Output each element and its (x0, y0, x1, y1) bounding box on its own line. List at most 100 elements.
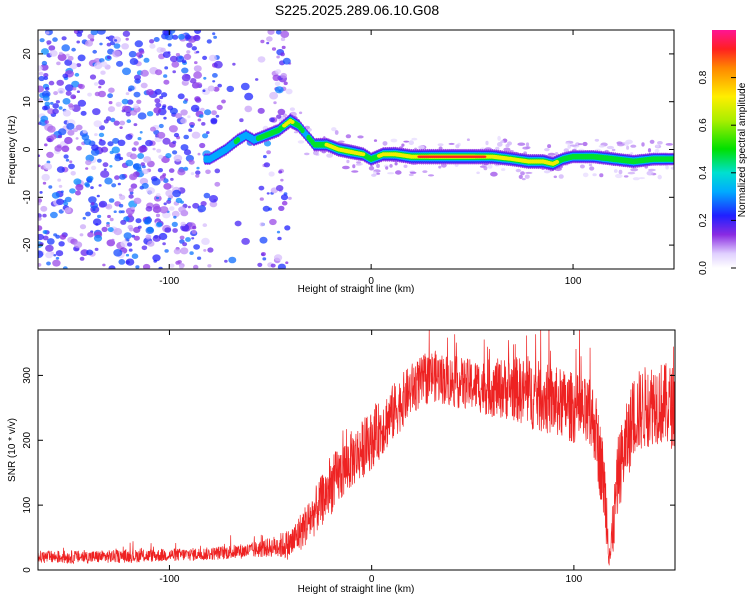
spectrogram-noise-blob (188, 128, 193, 132)
spectrogram-halo-blob (395, 170, 402, 175)
spectrogram-noise-blob (139, 131, 143, 134)
spectrogram-y-tick-label: 10 (22, 96, 33, 108)
snr-y-tick-label: 0 (22, 567, 33, 573)
spectrogram-noise-blob (283, 81, 288, 86)
spectrogram-noise-blob (48, 185, 53, 189)
spectrogram-noise-blob (280, 30, 290, 38)
spectrogram-halo-blob (376, 163, 380, 168)
spectrogram-noise-blob (106, 42, 112, 47)
spectrogram-noise-blob (69, 160, 73, 164)
spectrogram-noise-blob (52, 259, 61, 267)
spectrogram-noise-blob (133, 197, 142, 204)
spectrogram-noise-blob (118, 259, 126, 265)
spectrogram-noise-blob (200, 201, 207, 207)
spectrogram-noise-blob (275, 30, 282, 35)
spectrogram-halo-blob (598, 145, 605, 148)
spectrogram-noise-blob (214, 168, 221, 174)
spectrogram-noise-blob (195, 82, 203, 88)
spectrogram-noise-blob (173, 132, 180, 138)
spectrogram-noise-blob (152, 147, 156, 151)
spectrogram-noise-blob (202, 89, 206, 92)
spectrogram-noise-blob (103, 168, 107, 171)
spectrogram-noise-blob (43, 162, 53, 171)
spectrogram-noise-blob (171, 61, 180, 68)
spectrogram-noise-blob (64, 136, 73, 145)
spectrogram-noise-blob (145, 206, 153, 212)
spectrogram-noise-blob (143, 156, 152, 163)
spectrogram-noise-blob (128, 227, 134, 232)
spectrogram-noise-blob (94, 133, 98, 137)
spectrogram-noise-blob (266, 150, 271, 155)
spectrogram-noise-blob (180, 109, 188, 116)
spectrogram-noise-blob (194, 61, 198, 65)
spectrogram-halo-blob (337, 140, 345, 143)
spectrogram-halo-blob (334, 130, 339, 135)
spectrogram-noise-blob (38, 85, 44, 93)
spectrogram-halo-blob (466, 138, 470, 141)
spectrogram-noise-blob (54, 145, 62, 152)
spectrogram-noise-blob (106, 221, 110, 225)
spectrogram-noise-blob (169, 206, 175, 211)
spectrogram-noise-blob (105, 36, 110, 40)
spectrogram-noise-blob (203, 249, 207, 252)
spectrogram-noise-blob (288, 196, 292, 200)
spectrogram-halo-blob (524, 174, 530, 179)
spectrogram-halo-blob (297, 140, 305, 144)
spectrogram-halo-blob (289, 107, 295, 111)
spectrogram-halo-blob (563, 148, 569, 153)
spectrogram-noise-blob (69, 188, 76, 194)
spectrogram-noise-blob (285, 261, 289, 265)
spectrogram-noise-blob (175, 113, 183, 119)
spectrogram-noise-blob (244, 92, 254, 101)
spectrogram-noise-blob (121, 98, 129, 105)
spectrogram-noise-blob (125, 111, 132, 117)
spectrogram-noise-blob (159, 206, 169, 214)
spectrogram-noise-blob (64, 207, 72, 213)
spectrogram-noise-blob (177, 260, 182, 264)
spectrogram-noise-blob (201, 237, 210, 245)
spectrogram-noise-blob (88, 196, 97, 204)
spectrogram-halo-blob (522, 146, 530, 150)
spectrogram-noise-blob (98, 85, 102, 89)
spectrogram-halo-blob (476, 171, 480, 175)
spectrogram-noise-blob (276, 114, 282, 119)
spectrogram-noise-blob (163, 183, 172, 190)
spectrogram-noise-blob (197, 152, 201, 156)
spectrogram-halo-blob (368, 166, 375, 171)
spectrogram-noise-blob (117, 182, 121, 186)
spectrogram-noise-blob (52, 103, 59, 109)
spectrogram-noise-blob (57, 178, 62, 182)
spectrogram-noise-blob (149, 39, 155, 44)
spectrogram-noise-blob (38, 263, 42, 267)
spectrogram-noise-blob (203, 192, 211, 199)
spectrogram-halo-blob (515, 168, 522, 173)
spectrogram-noise-blob (163, 202, 167, 206)
spectrogram-noise-blob (182, 100, 188, 104)
spectrogram-halo-blob (411, 137, 418, 141)
spectrogram-noise-blob (165, 189, 174, 197)
spectrogram-noise-blob (53, 254, 57, 257)
spectrogram-noise-blob (214, 181, 221, 187)
spectrogram-noise-blob (266, 36, 273, 42)
spectrogram-noise-blob (187, 115, 191, 119)
spectrogram-noise-blob (267, 30, 275, 35)
spectrogram-noise-blob (111, 238, 115, 242)
spectrogram-noise-blob (185, 237, 191, 242)
snr-y-tick-label: 200 (22, 431, 33, 448)
spectrogram-noise-blob (274, 86, 284, 94)
spectrogram-halo-blob (579, 164, 585, 169)
spectrogram-noise-blob (259, 197, 264, 201)
spectrogram-noise-blob (155, 213, 161, 218)
spectrogram-noise-blob (50, 211, 58, 219)
spectrogram-noise-blob (197, 118, 202, 122)
spectrogram-noise-blob (160, 47, 166, 53)
spectrogram-noise-blob (38, 225, 43, 231)
spectrogram-halo-blob (355, 163, 362, 166)
spectrogram-noise-blob (213, 86, 220, 92)
spectrogram-noise-blob (165, 153, 172, 159)
snr-frame (37, 329, 676, 571)
spectrogram-noise-blob (158, 154, 164, 159)
spectrogram-noise-blob (280, 194, 289, 201)
spectrogram-halo-blob (448, 142, 455, 145)
spectrogram-noise-blob (161, 92, 168, 98)
